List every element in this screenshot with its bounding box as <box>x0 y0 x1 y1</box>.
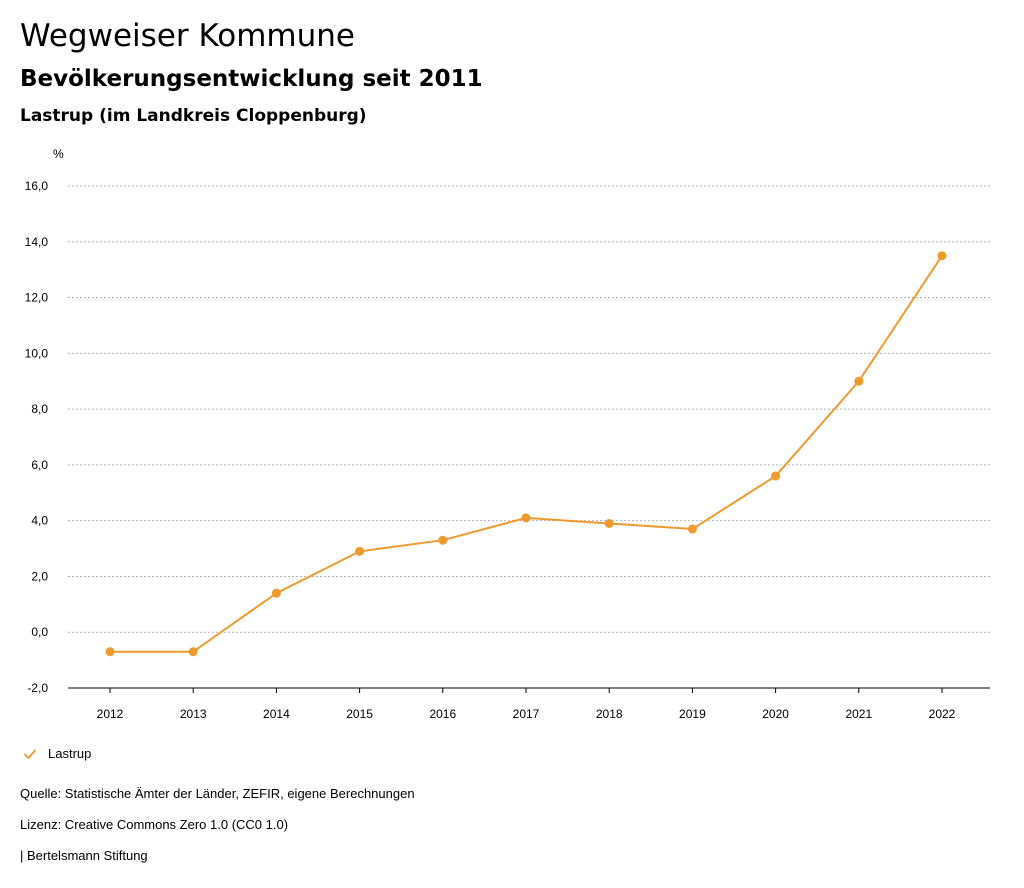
y-tick-label: 16,0 <box>25 179 49 193</box>
gridlines <box>68 185 990 689</box>
legend-label-lastrup: Lastrup <box>48 746 92 761</box>
y-tick-label: 2,0 <box>31 569 48 583</box>
source-note: Quelle: Statistische Ämter der Länder, Z… <box>20 786 415 801</box>
publisher-note: | Bertelsmann Stiftung <box>20 848 148 863</box>
data-point[interactable] <box>188 647 198 657</box>
x-axis <box>109 688 943 693</box>
y-tick-label: 0,0 <box>31 625 48 639</box>
data-point[interactable] <box>937 251 947 261</box>
x-tick-label: 2020 <box>762 707 789 721</box>
legend[interactable]: Lastrup <box>22 744 91 764</box>
y-tick-label: 10,0 <box>25 346 49 360</box>
line-chart: -2,0 0,0 2,0 4,0 6,0 8,0 10,0 12,0 14,0 16,0 2012… <box>25 179 990 721</box>
y-tick-label: 6,0 <box>31 458 48 472</box>
checkmark-icon <box>22 746 38 762</box>
x-axis-tick-labels: 2012 2013 2014 2015 2016 2017 2018 2019 2020 2021… <box>97 707 956 721</box>
data-point[interactable] <box>271 588 281 598</box>
data-point[interactable] <box>854 376 864 386</box>
page-title: Wegweiser Kommune <box>20 18 355 54</box>
x-tick-label: 2018 <box>596 707 623 721</box>
x-tick-label: 2013 <box>180 707 207 721</box>
x-tick-label: 2021 <box>845 707 872 721</box>
y-tick-label: -2,0 <box>27 681 48 695</box>
series-line <box>110 255 943 653</box>
y-tick-label: 14,0 <box>25 235 49 249</box>
data-point[interactable] <box>438 535 448 545</box>
data-point[interactable] <box>687 524 697 534</box>
data-point[interactable] <box>604 518 614 528</box>
data-point[interactable] <box>105 647 115 657</box>
data-point[interactable] <box>771 471 781 481</box>
x-tick-label: 2016 <box>429 707 456 721</box>
y-tick-label: 8,0 <box>31 402 48 416</box>
x-tick-label: 2019 <box>679 707 706 721</box>
x-tick-label: 2012 <box>97 707 124 721</box>
y-tick-label: 12,0 <box>25 291 49 305</box>
license-note: Lizenz: Creative Commons Zero 1.0 (CC0 1… <box>20 817 289 832</box>
x-tick-label: 2014 <box>263 707 290 721</box>
region-label: Lastrup (im Landkreis Cloppenburg) <box>20 106 367 126</box>
chart-subtitle: Bevölkerungsentwicklung seit 2011 <box>20 66 483 92</box>
y-axis-unit-label: % <box>53 147 64 161</box>
x-tick-label: 2015 <box>346 707 373 721</box>
series-lastrup <box>105 251 947 657</box>
y-tick-label: 4,0 <box>31 514 48 528</box>
data-point[interactable] <box>521 513 531 523</box>
y-axis-tick-labels: -2,0 0,0 2,0 4,0 6,0 8,0 10,0 12,0 14,0 16,0 <box>25 179 49 695</box>
data-point[interactable] <box>355 546 365 556</box>
x-tick-label: 2017 <box>513 707 540 721</box>
x-tick-label: 2022 <box>929 707 956 721</box>
